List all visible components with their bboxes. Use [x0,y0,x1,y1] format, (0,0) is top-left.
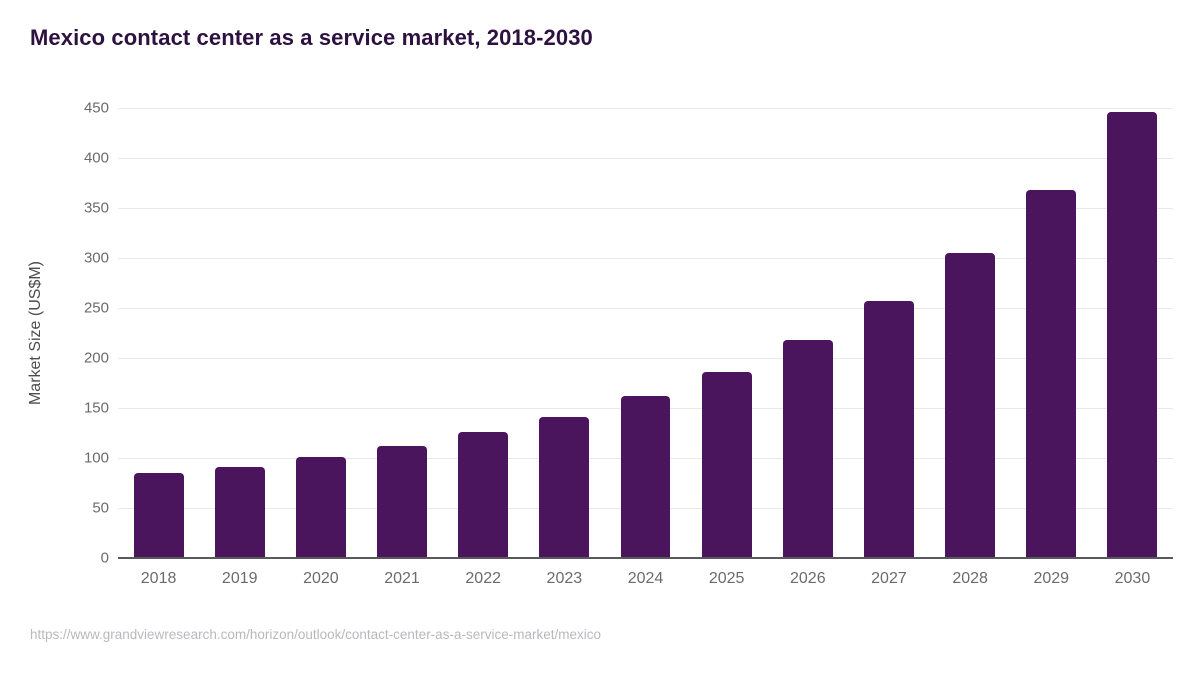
y-axis-tick-label: 400 [83,149,109,167]
y-axis-tick-label: 150 [83,399,109,417]
x-axis-tick-label: 2026 [790,570,826,587]
bar[interactable] [133,473,184,558]
gridline [118,258,1173,259]
bar[interactable] [945,253,996,558]
bar-series [118,108,1173,558]
x-axis-tick-label: 2019 [221,570,258,587]
bar[interactable] [1026,190,1077,558]
x-axis-tick-label: 2022 [465,570,501,587]
y-axis-tick-label: 350 [83,199,109,217]
y-axis-tick-label: 250 [83,299,109,317]
bar[interactable] [458,432,509,558]
bar[interactable] [214,467,265,558]
y-axis-tick-label: 100 [83,449,109,467]
bar[interactable] [377,446,427,558]
x-axis-tick-label: 2025 [708,570,745,587]
bar[interactable] [701,372,752,558]
bar[interactable] [620,396,671,558]
plot-area: Market Size (US$M) 0 50 100 150 200 250 300 350… [27,100,1173,587]
y-axis-tick-label: 450 [83,99,109,117]
y-axis-tick-label: 0 [100,549,109,567]
gridline [118,208,1173,209]
bar[interactable] [295,457,346,558]
bar[interactable] [782,340,833,558]
x-axis-tick-label: 2024 [627,570,664,587]
bar[interactable] [1107,112,1158,558]
x-axis-tick-label: 2027 [871,570,907,587]
y-axis-tick-label: 50 [92,499,109,517]
x-axis-tick-label: 2028 [952,570,988,587]
page-title: Mexico contact center as a service marke… [30,25,593,50]
bar[interactable] [539,417,590,558]
x-axis-tick-label: 2018 [140,570,177,587]
y-axis-title: Market Size (US$M) [27,260,44,406]
gridline [118,108,1173,109]
gridline [118,358,1173,359]
x-axis-tick-label: 2021 [384,570,420,587]
x-axis-tick-label: 2023 [546,570,583,587]
y-axis-tick-label: 200 [83,349,109,367]
gridline [118,158,1173,159]
x-axis-tick-label: 2029 [1033,570,1070,587]
gridline [118,308,1173,309]
bar[interactable] [864,301,914,558]
source-url[interactable]: https://www.grandviewresearch.com/horizo… [30,627,601,642]
x-axis-tick-label: 2020 [303,570,339,587]
x-axis-line [118,557,1173,559]
x-axis-tick-label: 2030 [1114,570,1151,587]
y-axis-tick-label: 300 [83,249,109,267]
